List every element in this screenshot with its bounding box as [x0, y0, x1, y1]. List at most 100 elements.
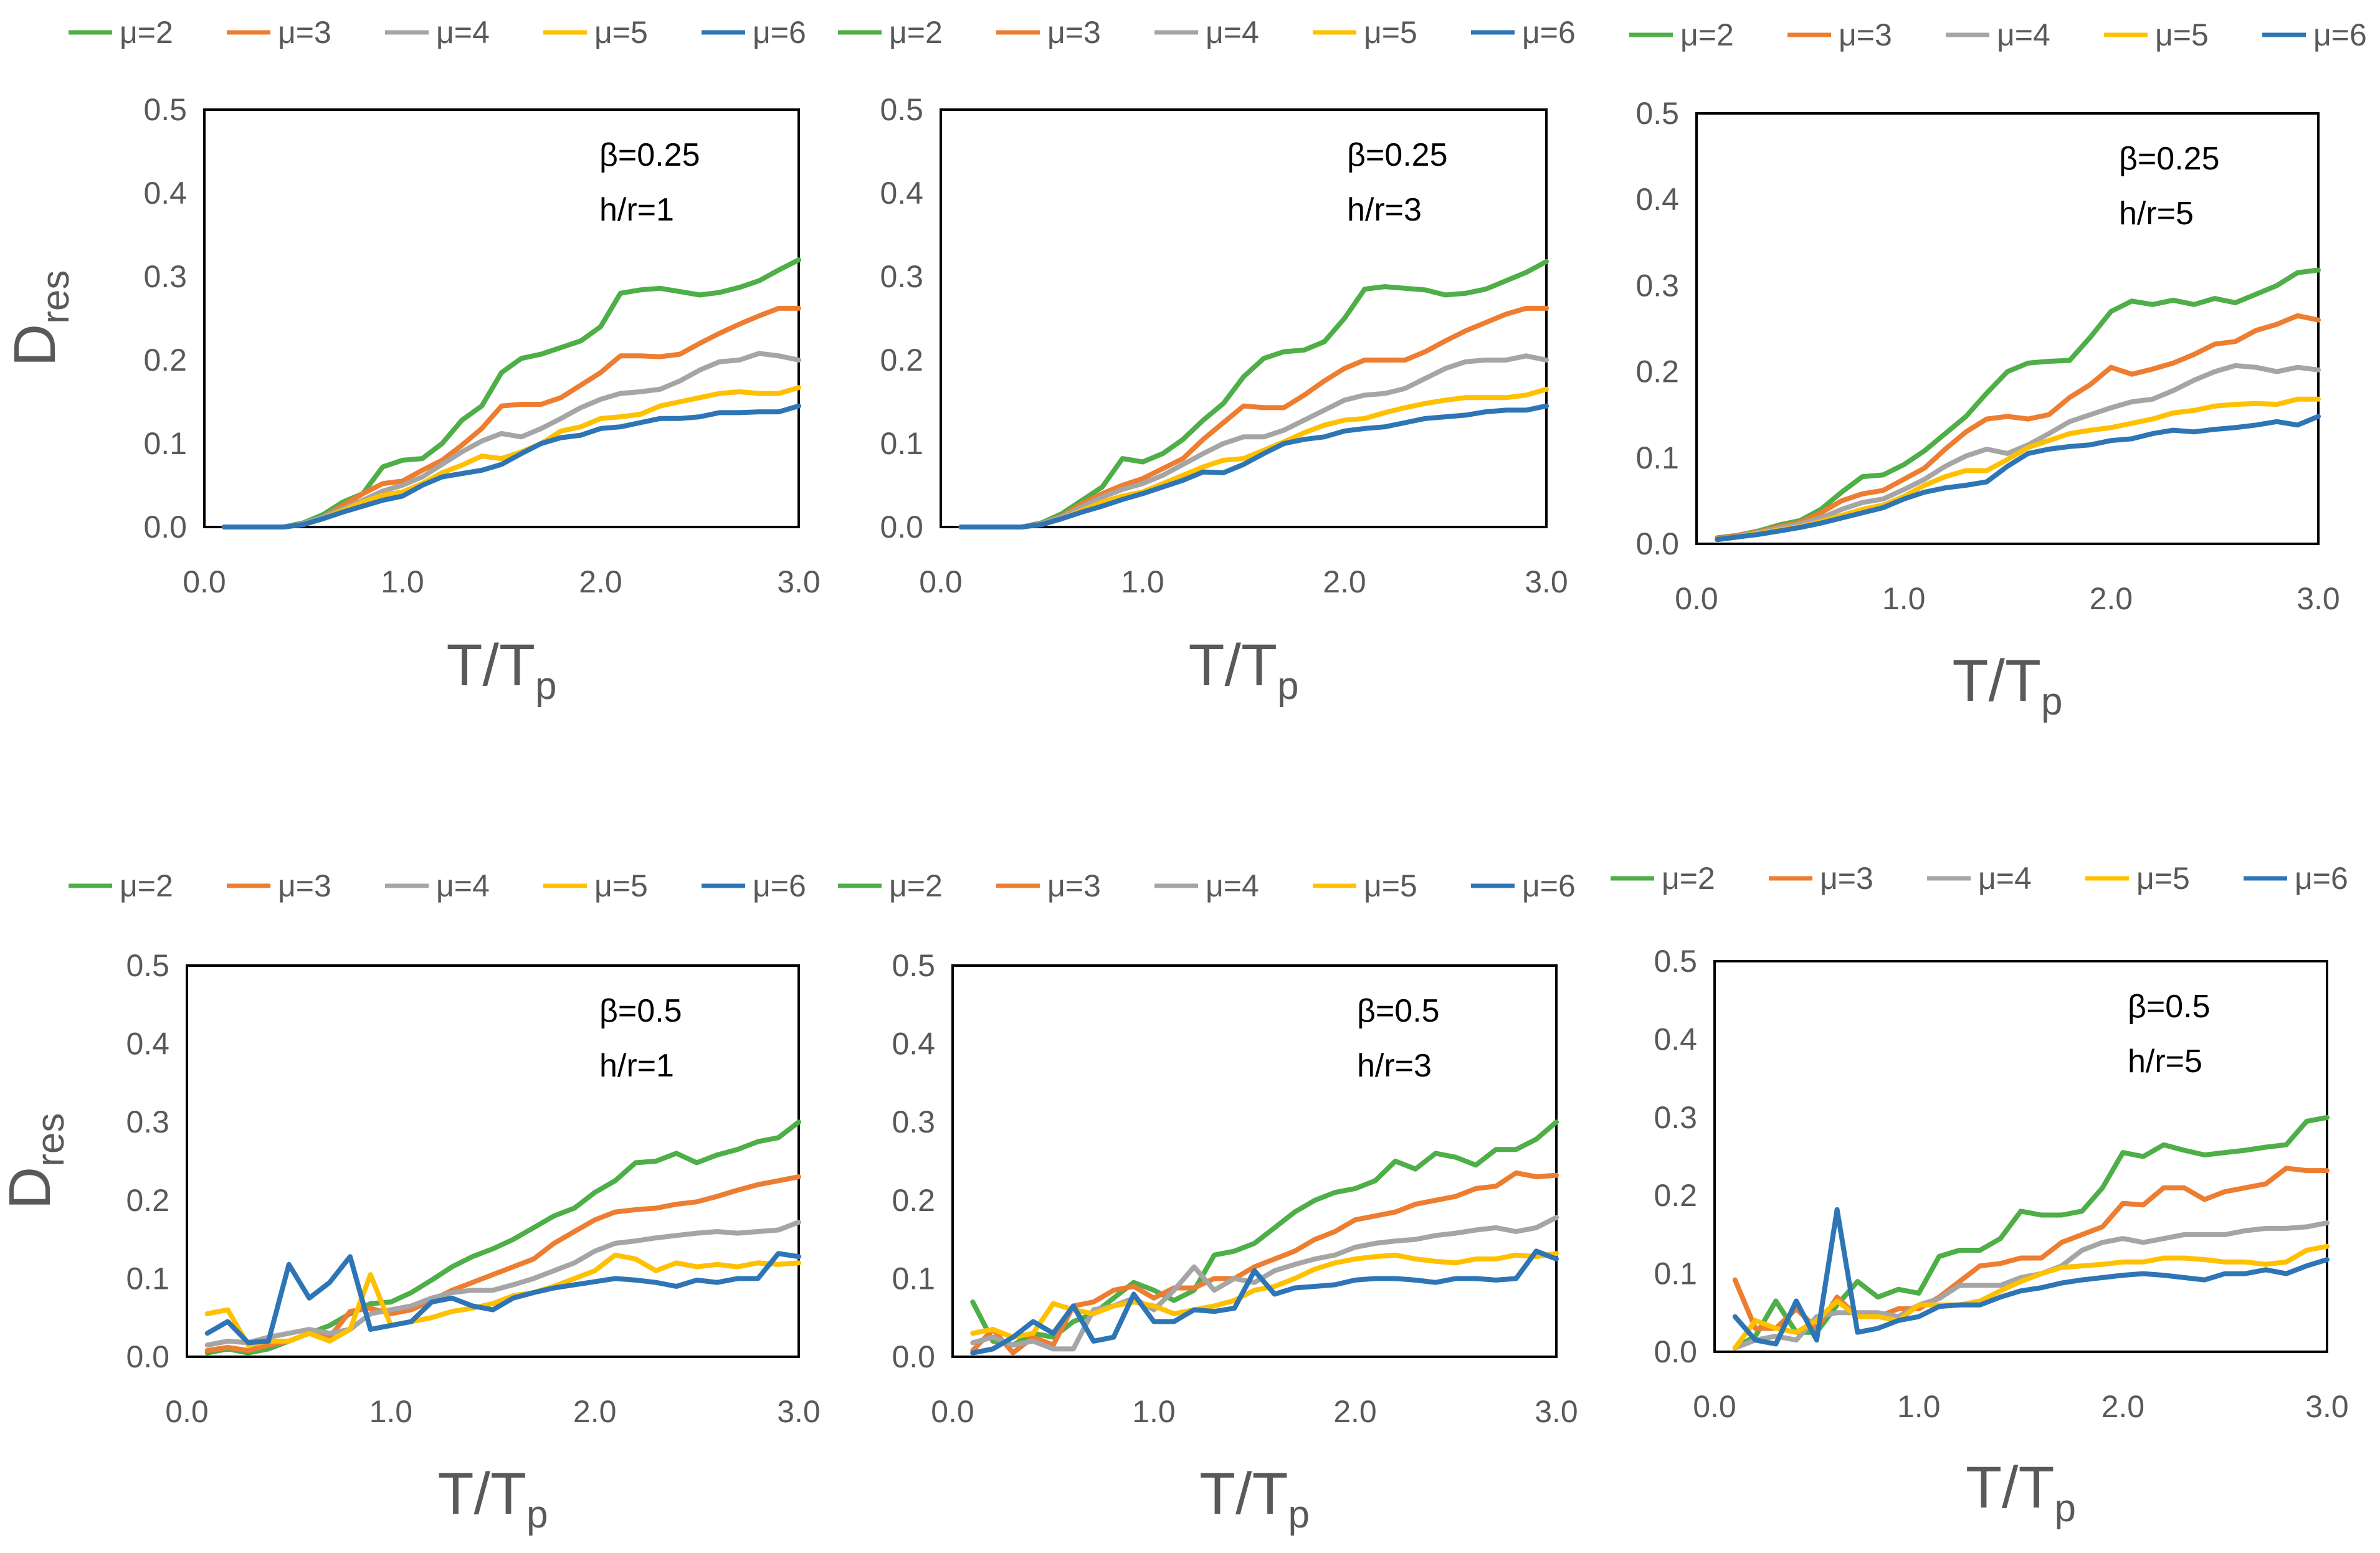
- x-axis-title: T/Tp: [1966, 1455, 2076, 1530]
- legend-label: μ=3: [278, 15, 331, 50]
- y-tick-label: 0.0: [1654, 1334, 1697, 1369]
- y-tick-label: 0.1: [126, 1261, 169, 1296]
- series-line-μ=2: [958, 259, 1549, 530]
- plot-frame: [1695, 112, 2320, 545]
- panel-annotation: β=0.5: [1357, 993, 1440, 1029]
- y-tick-label: 0.5: [892, 948, 935, 983]
- legend-label: μ=6: [753, 15, 806, 50]
- series-line-μ=2: [1732, 1114, 2330, 1351]
- panel-annotation: β=0.25: [599, 137, 700, 173]
- y-tick-label: 0.2: [892, 1183, 935, 1218]
- x-tick-label: 2.0: [573, 1394, 617, 1429]
- x-axis-title: T/Tp: [438, 1461, 548, 1536]
- legend-label: μ=3: [1820, 861, 1873, 896]
- series-line-μ=5: [204, 1252, 801, 1348]
- legend-label: μ=5: [1364, 868, 1417, 903]
- plot-frame: [203, 108, 800, 528]
- x-tick-label: 0.0: [1675, 581, 1718, 616]
- x-tick-label: 2.0: [2090, 581, 2133, 616]
- legend-label: μ=5: [594, 15, 648, 50]
- legend-label: μ=6: [1522, 868, 1576, 903]
- series-line-μ=6: [970, 1248, 1559, 1356]
- legend-label: μ=2: [1662, 861, 1715, 896]
- legend-label: μ=3: [278, 868, 331, 903]
- series-line-μ=6: [204, 1251, 801, 1346]
- series-line-μ=5: [1732, 1243, 2330, 1351]
- y-tick-label: 0.4: [126, 1027, 169, 1061]
- x-tick-label: 0.0: [931, 1394, 974, 1429]
- y-tick-label: 0.2: [143, 343, 187, 378]
- x-tick-label: 3.0: [2305, 1389, 2349, 1424]
- legend: μ=2 μ=3 μ=4 μ=5 μ=6: [1611, 861, 2348, 896]
- chart-panel-4: μ=2 μ=3 μ=4 μ=5 μ=6 0.0 0.1 0.2 0.3 0.4 0.5 0.0 1.0 2…: [0, 868, 821, 1536]
- series-line-μ=2: [1715, 267, 2321, 541]
- x-axis-title-subscript: p: [535, 665, 556, 708]
- legend-label: μ=3: [1047, 15, 1101, 50]
- y-tick-label: 0.4: [1654, 1022, 1697, 1057]
- legend: μ=2 μ=3 μ=4 μ=5 μ=6: [69, 868, 806, 903]
- x-axis-title: T/Tp: [1199, 1461, 1310, 1536]
- plot-frame: [940, 108, 1548, 528]
- x-tick-label: 3.0: [777, 1394, 821, 1429]
- legend-label: μ=4: [1978, 861, 2032, 896]
- x-axis-title-subscript: p: [1288, 1493, 1309, 1536]
- x-tick-label: 1.0: [1132, 1394, 1176, 1429]
- series-line-μ=6: [958, 403, 1549, 530]
- panel-annotation: h/r=3: [1347, 192, 1422, 228]
- series-line-μ=4: [958, 353, 1549, 530]
- series-line-μ=3: [221, 305, 801, 530]
- panel-annotation: h/r=1: [599, 192, 674, 228]
- x-tick-label: 1.0: [381, 564, 424, 599]
- y-tick-label: 0.0: [880, 510, 923, 544]
- x-tick-label: 1.0: [1882, 581, 1926, 616]
- y-tick-label: 0.3: [143, 259, 187, 294]
- legend-label: μ=5: [2136, 861, 2190, 896]
- legend-label: μ=4: [436, 868, 490, 903]
- y-tick-label: 0.1: [892, 1261, 935, 1296]
- series-line-μ=4: [970, 1215, 1559, 1352]
- legend-label: μ=6: [2313, 17, 2367, 52]
- legend-label: μ=2: [889, 868, 943, 903]
- x-tick-label: 2.0: [579, 564, 622, 599]
- legend-label: μ=4: [1206, 15, 1259, 50]
- y-tick-label: 0.2: [1635, 354, 1679, 389]
- y-tick-label: 0.5: [126, 948, 169, 983]
- series-line-μ=3: [1715, 313, 2321, 541]
- panel-annotation: h/r=1: [599, 1048, 674, 1084]
- legend: μ=2 μ=3 μ=4 μ=5 μ=6: [838, 868, 1576, 903]
- y-tick-label: 0.1: [1654, 1256, 1697, 1291]
- legend-label: μ=4: [1206, 868, 1259, 903]
- x-axis-title: T/Tp: [1953, 648, 2063, 723]
- y-tick-label: 0.5: [880, 92, 923, 127]
- x-tick-label: 1.0: [1897, 1389, 1941, 1424]
- y-axis-title-subscript: res: [29, 1113, 72, 1167]
- legend-label: μ=3: [1839, 17, 1892, 52]
- x-axis-title-subscript: p: [2054, 1487, 2075, 1530]
- panel-annotation: h/r=5: [2128, 1043, 2202, 1080]
- x-tick-label: 0.0: [183, 564, 226, 599]
- x-tick-label: 0.0: [165, 1394, 209, 1429]
- x-tick-label: 3.0: [1525, 564, 1568, 599]
- x-tick-label: 0.0: [1693, 1389, 1736, 1424]
- y-tick-label: 0.3: [1635, 268, 1679, 303]
- y-tick-label: 0.3: [892, 1104, 935, 1139]
- y-axis-title: Dres: [2, 270, 77, 367]
- y-tick-label: 0.3: [126, 1104, 169, 1139]
- x-tick-label: 2.0: [2102, 1389, 2145, 1424]
- series-line-μ=6: [221, 403, 801, 530]
- plot-frame: [186, 964, 800, 1358]
- y-tick-label: 0.4: [143, 176, 187, 211]
- panel-annotation: β=0.25: [2119, 141, 2219, 177]
- x-tick-label: 0.0: [919, 564, 963, 599]
- y-tick-label: 0.1: [143, 426, 187, 461]
- series-line-μ=2: [204, 1119, 801, 1356]
- chart-panel-3: μ=2 μ=3 μ=4 μ=5 μ=6 0.0 0.1 0.2 0.3 0.4 0.5 0.0 1.0 2…: [1629, 17, 2367, 723]
- x-axis-title-subscript: p: [2041, 680, 2062, 723]
- series-line-μ=6: [1732, 1207, 2330, 1347]
- x-axis-title: T/Tp: [1189, 632, 1299, 708]
- x-axis-title: T/Tp: [447, 632, 557, 708]
- legend-label: μ=5: [594, 868, 648, 903]
- legend-label: μ=2: [889, 15, 943, 50]
